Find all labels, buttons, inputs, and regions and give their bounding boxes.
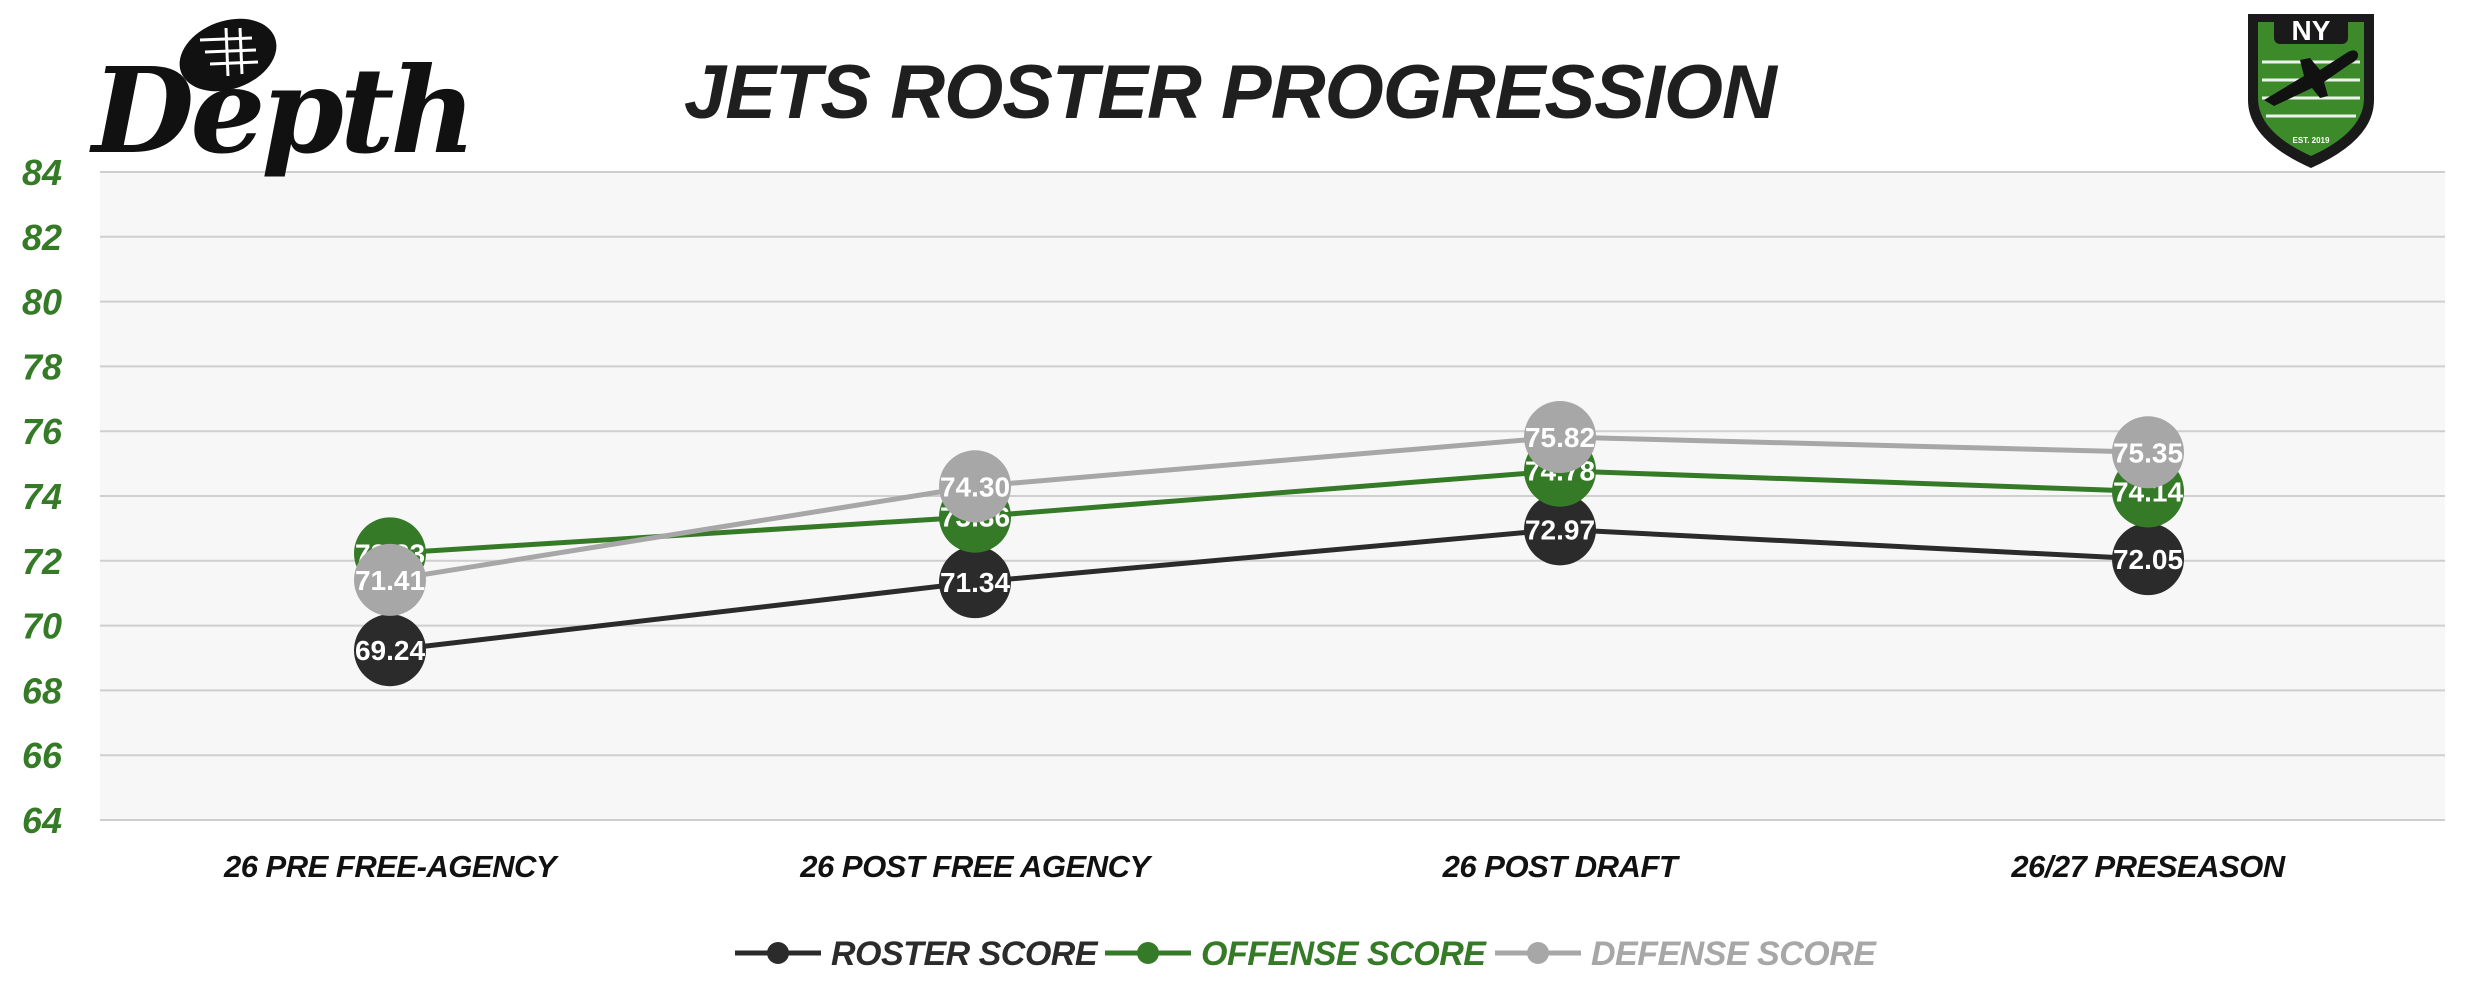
data-point-defense-score bbox=[939, 450, 1011, 523]
data-point-roster-score bbox=[939, 546, 1011, 619]
legend-label-roster-score: ROSTER SCORE bbox=[831, 935, 1099, 973]
data-point-defense-score bbox=[1524, 401, 1596, 474]
x-axis-ticks: 26 PRE FREE-AGENCY 26 POST FREE AGENCY 26 … bbox=[223, 849, 2286, 884]
data-label-roster-score: 69.24 bbox=[355, 635, 425, 666]
y-tick-label: 64 bbox=[22, 800, 62, 841]
badge-subtext: EST. 2019 bbox=[2293, 136, 2330, 145]
grid-lines bbox=[100, 171, 2445, 821]
y-tick-label: 78 bbox=[22, 346, 62, 387]
football-icon bbox=[179, 18, 277, 92]
depth-logo: Depth bbox=[89, 18, 476, 180]
y-tick-label: 84 bbox=[22, 152, 62, 193]
x-tick-label: 26 POST DRAFT bbox=[1442, 849, 1681, 884]
y-tick-label: 76 bbox=[22, 411, 63, 452]
badge-text: NY bbox=[2292, 15, 2331, 46]
data-point-roster-score bbox=[2112, 523, 2184, 596]
y-tick-label: 74 bbox=[22, 476, 62, 517]
data-point-defense-score bbox=[354, 543, 426, 616]
data-label-roster-score: 72.05 bbox=[2113, 544, 2183, 575]
legend-marker-defense-score bbox=[1527, 942, 1549, 964]
data-label-defense-score: 74.30 bbox=[940, 471, 1010, 502]
series-layer: 69.2471.3472.9772.0572.2373.3674.7874.14… bbox=[354, 401, 2184, 687]
legend-label-defense-score: DEFENSE SCORE bbox=[1591, 935, 1877, 973]
series-line-defense-score bbox=[389, 434, 2149, 583]
y-tick-label: 70 bbox=[22, 606, 62, 647]
y-axis-ticks: 64 66 68 70 72 74 76 78 80 82 84 bbox=[22, 152, 63, 841]
legend-marker-offense-score bbox=[1137, 942, 1159, 964]
chart-title: JETS ROSTER PROGRESSION bbox=[684, 50, 1779, 135]
y-tick-label: 72 bbox=[22, 541, 62, 582]
data-point-defense-score bbox=[2112, 416, 2184, 489]
y-tick-label: 80 bbox=[22, 282, 62, 323]
data-point-roster-score bbox=[354, 614, 426, 687]
data-label-defense-score: 75.82 bbox=[1525, 422, 1595, 453]
data-label-defense-score: 71.41 bbox=[355, 565, 425, 596]
jets-shield-badge: NY EST. 2019 bbox=[2248, 14, 2374, 168]
legend-marker-roster-score bbox=[767, 942, 789, 964]
data-label-roster-score: 72.97 bbox=[1525, 514, 1595, 545]
data-label-roster-score: 71.34 bbox=[940, 567, 1010, 598]
data-label-defense-score: 75.35 bbox=[2113, 437, 2183, 468]
airplane-icon bbox=[2264, 50, 2359, 106]
data-point-roster-score bbox=[1524, 493, 1596, 566]
legend: ROSTER SCORE OFFENSE SCORE DEFENSE SCORE bbox=[735, 935, 1878, 973]
logo-text: Depth bbox=[89, 41, 472, 180]
x-tick-label: 26 PRE FREE-AGENCY bbox=[223, 849, 560, 884]
y-tick-label: 66 bbox=[22, 735, 63, 776]
y-tick-label: 68 bbox=[22, 670, 62, 711]
x-tick-label: 26 POST FREE AGENCY bbox=[799, 849, 1153, 884]
x-tick-label: 26/27 PRESEASON bbox=[2010, 849, 2285, 884]
y-tick-label: 82 bbox=[22, 217, 62, 258]
series-line-roster-score bbox=[389, 526, 2149, 653]
legend-label-offense-score: OFFENSE SCORE bbox=[1201, 935, 1487, 973]
